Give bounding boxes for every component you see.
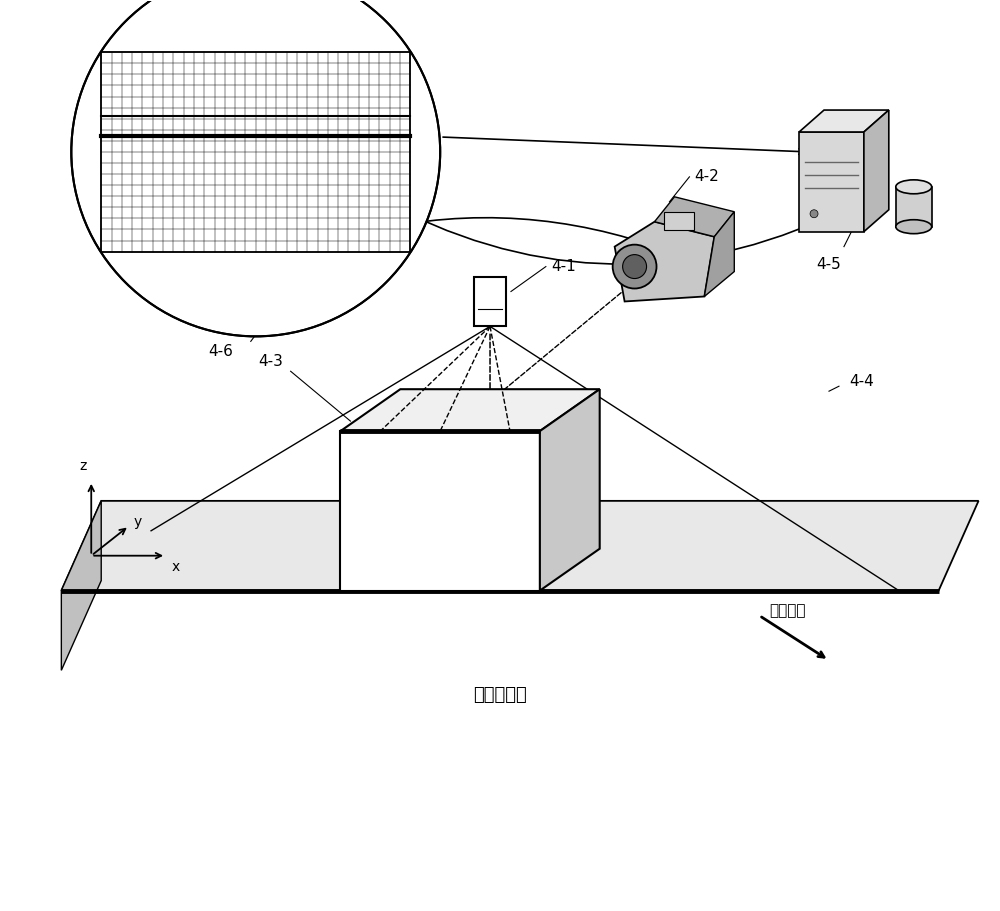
Text: x: x [172, 559, 180, 574]
Text: 4-2: 4-2 [694, 169, 719, 184]
Circle shape [71, 0, 440, 336]
Text: 传送带平面: 传送带平面 [473, 686, 527, 704]
Text: y: y [133, 515, 141, 528]
Circle shape [623, 254, 647, 279]
Ellipse shape [896, 179, 932, 194]
Bar [101, 52, 410, 251]
Polygon shape [61, 501, 101, 670]
Ellipse shape [896, 220, 932, 234]
Polygon shape [340, 389, 600, 431]
Text: 4-5: 4-5 [817, 257, 841, 271]
Polygon shape [799, 110, 889, 132]
Polygon shape [340, 431, 540, 590]
Polygon shape [896, 187, 932, 227]
Text: 运动方向: 运动方向 [769, 603, 806, 618]
Bar [799, 132, 864, 231]
Text: 4-3: 4-3 [258, 353, 283, 369]
Polygon shape [655, 197, 734, 237]
Text: 4-4: 4-4 [849, 374, 874, 389]
Circle shape [613, 245, 657, 289]
Polygon shape [61, 501, 979, 590]
Polygon shape [540, 389, 600, 590]
Bar [664, 211, 694, 230]
Text: z: z [80, 459, 87, 473]
Text: 4-6: 4-6 [208, 343, 233, 359]
Polygon shape [615, 221, 714, 302]
Polygon shape [864, 110, 889, 231]
Bar [474, 277, 506, 326]
Polygon shape [704, 211, 734, 296]
Circle shape [810, 210, 818, 218]
Text: 4-1: 4-1 [551, 259, 576, 274]
